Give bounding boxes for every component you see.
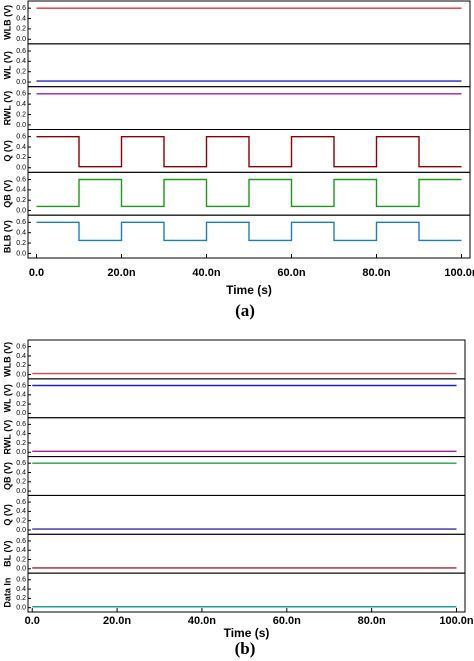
y-tick-label: 0.2: [16, 197, 26, 204]
y-axis-label: Data In: [2, 578, 12, 608]
y-axis-label: RWL (V): [2, 91, 12, 126]
x-tick-label: 80.0n: [358, 615, 386, 627]
y-tick-label: 0.0: [16, 165, 26, 172]
caption: (a): [235, 301, 255, 320]
y-tick-label: 0.4: [16, 58, 26, 65]
y-tick-label: 0.2: [16, 362, 26, 369]
y-axis-label: WLB (V): [2, 342, 12, 377]
y-tick-label: 0.6: [16, 577, 26, 584]
y-tick-label: 0.0: [16, 566, 26, 573]
x-tick-label: 20.0n: [107, 267, 135, 279]
y-tick-label: 0.0: [16, 207, 26, 214]
panel-frame: [27, 456, 466, 496]
y-tick-label: 0.0: [16, 250, 26, 257]
x-axis-label: Time (s): [226, 283, 272, 297]
y-tick-label: 0.6: [16, 134, 26, 141]
y-tick-label: 0.0: [16, 605, 26, 612]
caption: (b): [235, 639, 256, 658]
panel-frame: [27, 43, 471, 88]
y-tick-label: 0.6: [16, 421, 26, 428]
x-tick-label: 40.0n: [188, 615, 216, 627]
x-tick-label: 40.0n: [192, 267, 220, 279]
y-axis-label: WLB (V): [2, 5, 12, 40]
x-tick-label: 0.0: [29, 267, 44, 279]
y-tick-label: 0.2: [16, 154, 26, 161]
y-tick-label: 0.6: [16, 5, 26, 12]
x-tick-label: 80.0n: [362, 267, 390, 279]
y-tick-label: 0.0: [16, 527, 26, 534]
y-tick-label: 0.4: [16, 547, 26, 554]
y-tick-label: 0.4: [16, 392, 26, 399]
y-tick-label: 0.6: [16, 176, 26, 183]
y-tick-label: 0.4: [16, 586, 26, 593]
y-axis-label: BL (V): [2, 541, 12, 567]
y-tick-label: 0.0: [16, 79, 26, 86]
y-axis-label: QB (V): [2, 462, 12, 490]
y-tick-label: 0.2: [16, 401, 26, 408]
x-tick-label: 100.0n: [439, 615, 474, 627]
y-tick-label: 0.2: [16, 479, 26, 486]
y-tick-label: 0.4: [16, 431, 26, 438]
x-tick-label: 20.0n: [103, 615, 131, 627]
panel-frame: [27, 378, 466, 419]
y-tick-label: 0.0: [16, 371, 26, 378]
y-tick-label: 0.2: [16, 518, 26, 525]
y-tick-label: 0.0: [16, 410, 26, 417]
y-tick-label: 0.4: [16, 187, 26, 194]
y-tick-label: 0.4: [16, 15, 26, 22]
y-tick-label: 0.2: [16, 595, 26, 602]
x-axis-label: Time (s): [224, 626, 270, 640]
series-line: [36, 135, 462, 168]
y-axis-label: BLB (V): [2, 220, 12, 253]
y-tick-label: 0.4: [16, 469, 26, 476]
y-tick-label: 0.2: [16, 69, 26, 76]
y-tick-label: 0.6: [16, 460, 26, 467]
y-axis-label: WL (V): [2, 51, 12, 79]
y-tick-label: 0.2: [16, 440, 26, 447]
y-tick-label: 0.2: [16, 556, 26, 563]
x-tick-label: 100.0n: [444, 267, 474, 279]
panel-frame: [27, 572, 466, 613]
y-tick-label: 0.6: [16, 48, 26, 55]
y-axis-label: WL (V): [2, 384, 12, 412]
y-tick-label: 0.6: [16, 499, 26, 506]
y-axis-label: Q (V): [2, 140, 12, 162]
y-tick-label: 0.2: [16, 111, 26, 118]
y-tick-label: 0.6: [16, 382, 26, 389]
series-line: [36, 221, 462, 242]
y-tick-label: 0.0: [16, 122, 26, 129]
x-tick-label: 60.0n: [277, 267, 305, 279]
y-axis-label: RWL (V): [2, 420, 12, 455]
y-tick-label: 0.6: [16, 219, 26, 226]
panel-frame: [27, 0, 471, 45]
y-tick-label: 0.4: [16, 144, 26, 151]
y-tick-label: 0.4: [16, 101, 26, 108]
x-tick-label: 60.0n: [273, 615, 301, 627]
y-tick-label: 0.6: [16, 343, 26, 350]
x-tick-label: 0.0: [25, 615, 40, 627]
y-tick-label: 0.6: [16, 91, 26, 98]
panel-frame: [27, 214, 471, 259]
series-line: [36, 178, 462, 208]
y-tick-label: 0.0: [16, 488, 26, 495]
y-tick-label: 0.0: [16, 36, 26, 43]
y-tick-label: 0.4: [16, 508, 26, 515]
panel-frame: [27, 86, 471, 130]
y-tick-label: 0.6: [16, 538, 26, 545]
y-tick-label: 0.2: [16, 26, 26, 33]
y-tick-label: 0.2: [16, 240, 26, 247]
y-tick-label: 0.0: [16, 449, 26, 456]
y-tick-label: 0.4: [16, 353, 26, 360]
y-axis-label: QB (V): [2, 180, 12, 208]
y-axis-label: Q (V): [2, 504, 12, 526]
y-tick-label: 0.4: [16, 230, 26, 237]
